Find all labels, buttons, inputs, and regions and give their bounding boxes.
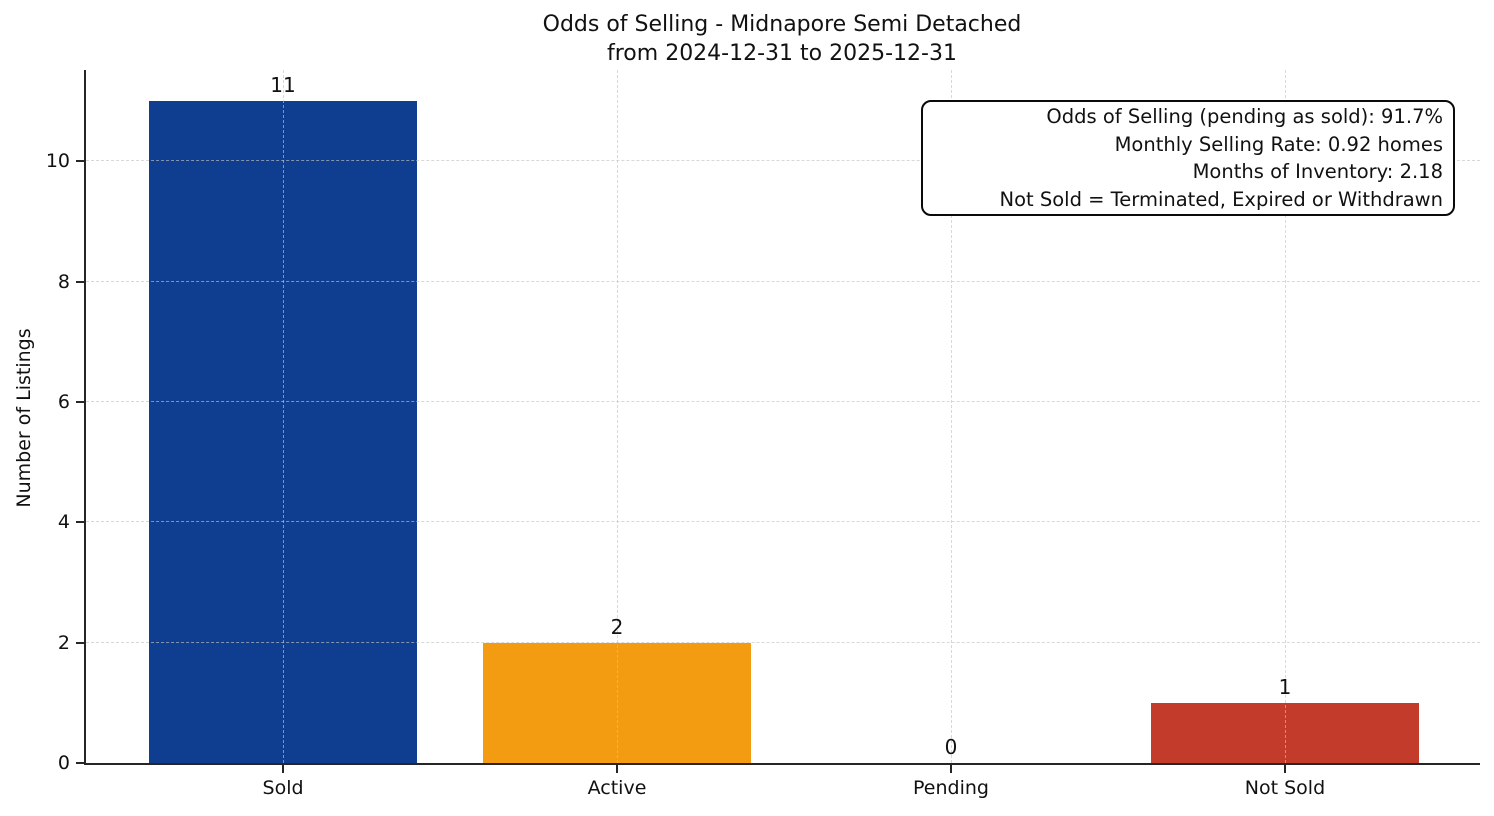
y-tick-label: 6	[57, 390, 70, 413]
horizontal-gridline	[86, 641, 1480, 643]
x-tick-label-active: Active	[587, 777, 647, 799]
chart-subtitle: from 2024-12-31 to 2025-12-31	[607, 41, 957, 66]
y-axis-title: Number of Listings	[13, 328, 35, 508]
bar-value-label-not-sold: 1	[1278, 674, 1292, 699]
y-tick-mark	[76, 160, 84, 163]
chart-title-block: Odds of Selling - Midnapore Semi Detache…	[84, 10, 1480, 68]
bar-not-sold	[1151, 702, 1419, 763]
annotation-line-monthly-rate: Monthly Selling Rate: 0.92 homes	[1114, 132, 1443, 156]
x-tick-mark	[1283, 765, 1286, 773]
y-tick-mark	[76, 521, 84, 524]
y-tick-label: 8	[57, 270, 70, 293]
bar-value-label-sold: 11	[270, 73, 296, 98]
bar-value-label-active: 2	[610, 614, 624, 639]
annotation-line-inventory: Months of Inventory: 2.18	[1192, 160, 1443, 183]
y-tick-label: 10	[45, 150, 70, 173]
annotation-line-odds: Odds of Selling (pending as sold): 91.7%	[1046, 105, 1443, 128]
bar-value-label-pending: 0	[944, 735, 958, 759]
plot-area: 0 2 4 6 8 10 11 Sold 2 Active 0 Pending 1 Not Sold	[46, 70, 1480, 799]
horizontal-gridline	[86, 521, 1480, 523]
vertical-gridline	[950, 70, 952, 763]
stats-annotation-box: Odds of Selling (pending as sold): 91.7%…	[921, 100, 1455, 216]
y-tick-label: 4	[57, 511, 70, 534]
x-tick-label-sold: Sold	[262, 777, 304, 799]
y-tick-label: 2	[57, 631, 70, 654]
x-tick-mark	[282, 765, 285, 773]
x-tick-label-not-sold: Not Sold	[1244, 777, 1326, 799]
y-tick-mark	[76, 400, 84, 403]
chart-title: Odds of Selling - Midnapore Semi Detache…	[542, 12, 1022, 37]
annotation-line-not-sold-def: Not Sold = Terminated, Expired or Withdr…	[999, 187, 1443, 211]
horizontal-gridline	[86, 280, 1480, 282]
horizontal-gridline	[86, 400, 1480, 402]
y-tick-mark	[76, 280, 84, 283]
x-tick-label-pending: Pending	[913, 777, 989, 799]
y-tick-mark	[76, 762, 84, 764]
y-tick-label: 0	[57, 752, 70, 774]
y-tick-mark	[76, 641, 84, 644]
vertical-gridline	[283, 70, 285, 763]
x-tick-mark	[616, 765, 618, 773]
horizontal-gridline	[86, 160, 1480, 162]
x-tick-mark	[949, 765, 952, 773]
vertical-gridline	[1284, 70, 1286, 763]
vertical-gridline	[617, 70, 618, 763]
